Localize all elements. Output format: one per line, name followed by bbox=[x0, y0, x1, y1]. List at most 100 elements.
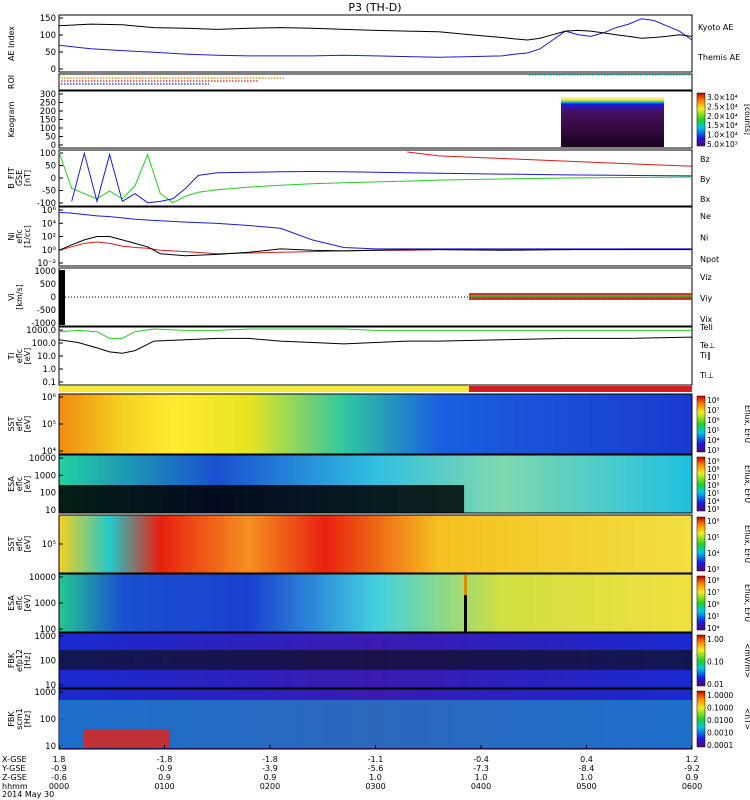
colorbar-tick-esa_e: 10³ bbox=[707, 505, 720, 514]
ytick-label-esa_i: 100 bbox=[40, 625, 56, 635]
colorbar-tick-sst_e: 10⁷ bbox=[707, 406, 720, 415]
colorbar-tick-esa_e: 10⁸ bbox=[707, 465, 720, 474]
xtick-label: -9.2 bbox=[684, 764, 700, 773]
ylabel-density: Ni bbox=[7, 232, 16, 240]
series-line-density-Ni bbox=[58, 236, 692, 257]
colorbar-esa_e bbox=[696, 456, 706, 512]
ylabel-sst_i: eflc bbox=[15, 537, 24, 551]
legend-temp-3: Ti⊥ bbox=[699, 371, 714, 380]
ylabel-density: eflc bbox=[15, 229, 24, 243]
colorbar-label-esa_e: Eflux, EFU bbox=[743, 465, 750, 503]
colorbar-tick-sst_i: 10⁶ bbox=[707, 517, 720, 526]
ytick-label-fbk_b: 1000 bbox=[34, 632, 56, 642]
keogram-image bbox=[561, 97, 664, 147]
ytick-label-keogram: 0 bbox=[51, 141, 56, 151]
ytick-label-esa_e: 10 bbox=[45, 506, 56, 516]
xtick-label: 0.9 bbox=[264, 773, 277, 782]
velocity-scatter-band bbox=[469, 295, 692, 297]
ylabel-velocity: Vi bbox=[7, 293, 16, 301]
colorbar-tick-esa_i: 10⁵ bbox=[707, 612, 720, 621]
ylabel-fbk_s: [Hz] bbox=[23, 711, 32, 727]
ytick-label-velocity: 500 bbox=[40, 280, 56, 290]
xtick-label: 1.8 bbox=[53, 755, 66, 764]
colorbar-sst_i bbox=[696, 516, 706, 572]
colorbar-tick-sst_e: 10⁴ bbox=[707, 436, 720, 445]
ytick-label-density: 10⁰ bbox=[42, 246, 57, 256]
xaxis-row-label: X-GSE bbox=[2, 755, 27, 764]
xtick-label: -5.6 bbox=[368, 764, 384, 773]
ytick-label-ae: 100 bbox=[40, 31, 56, 41]
ytick-label-temp: 10.0 bbox=[37, 352, 56, 362]
colorbar-tick-fbk_s: 0.1000 bbox=[707, 704, 733, 713]
ylabel-sst_e: eflc bbox=[15, 417, 24, 431]
colorbar-tick-esa_e: 10⁵ bbox=[707, 489, 720, 498]
ytick-label-esa_e: 100 bbox=[40, 489, 56, 499]
xtick-label: 0100 bbox=[154, 782, 174, 791]
ytick-label-bfield: -50 bbox=[42, 187, 56, 197]
colorbar-tick-fbk_s: 1.0000 bbox=[707, 691, 733, 700]
ylabel-roi: ROI bbox=[7, 75, 16, 89]
status-bar-red bbox=[469, 386, 692, 392]
colorbar-tick-esa_i: 10⁷ bbox=[707, 588, 720, 597]
ytick-label-bfield: 50 bbox=[45, 162, 56, 172]
ylabel-temp: [eV] bbox=[23, 348, 32, 365]
esa-i-gap-marker bbox=[464, 575, 467, 595]
spectrogram-sst_e bbox=[59, 394, 692, 454]
ylabel-esa_i: ESA bbox=[7, 595, 16, 611]
spectrogram-esa_i bbox=[59, 574, 692, 632]
ylabel-velocity: [km/s] bbox=[15, 284, 24, 310]
xaxis-row-label: Z-GSE bbox=[2, 773, 27, 782]
xtick-label: -0.9 bbox=[157, 764, 173, 773]
legend-temp-1: Te⊥ bbox=[699, 341, 715, 350]
colorbar-tick-keogram: 3.0×10⁴ bbox=[707, 93, 738, 102]
colorbar-tick-esa_i: 10⁸ bbox=[707, 576, 720, 585]
xtick-label: 0400 bbox=[471, 782, 491, 791]
ytick-label-esa_e: 1000 bbox=[34, 471, 56, 481]
xtick-label: 0.9 bbox=[158, 773, 171, 782]
ytick-label-fbk_s: 100 bbox=[40, 715, 56, 725]
colorbar-label-keogram: [counts] bbox=[743, 104, 750, 135]
series-line-bfield-Bz bbox=[407, 151, 693, 167]
ytick-label-fbk_s: 1000 bbox=[34, 688, 56, 698]
legend-velocity-Viz: Viz bbox=[700, 273, 712, 282]
ytick-label-sst_e: 10⁶ bbox=[42, 393, 57, 403]
fbk-s-red-band bbox=[84, 730, 169, 748]
ylabel-esa_i: [eV] bbox=[23, 595, 32, 612]
ylabel-density: [1/cc] bbox=[23, 225, 32, 248]
ytick-label-density: 10² bbox=[42, 233, 56, 243]
plot-title: P3 (TH-D) bbox=[348, 1, 401, 14]
ytick-label-bfield: -100 bbox=[37, 199, 56, 209]
colorbar-tick-esa_e: 10⁶ bbox=[707, 481, 720, 490]
esa-e-dark-region bbox=[59, 485, 465, 513]
colorbar-keogram bbox=[696, 92, 706, 147]
ytick-label-keogram: 200 bbox=[40, 107, 56, 117]
ytick-label-density: 10⁶ bbox=[42, 206, 57, 216]
xtick-label: -3.9 bbox=[262, 764, 278, 773]
colorbar-tick-sst_e: 10⁸ bbox=[707, 396, 720, 405]
xaxis-row-label: hhmm bbox=[2, 782, 28, 791]
ytick-label-sst_e: 10⁴ bbox=[42, 447, 57, 457]
ytick-label-density: 10⁴ bbox=[42, 219, 57, 229]
ylabel-fbk_s: scm1 bbox=[15, 708, 24, 729]
ylabel-sst_e: SST bbox=[7, 416, 16, 431]
colorbar-label-fbk_s: <nT> bbox=[743, 708, 750, 730]
legend-ae-KyotoAE: Kyoto AE bbox=[698, 23, 733, 32]
ylabel-ae: AE Index bbox=[7, 26, 16, 61]
ylabel-temp: eflc bbox=[15, 349, 24, 363]
ylabel-esa_e: eflc bbox=[15, 477, 24, 491]
xtick-label: -0.6 bbox=[51, 773, 67, 782]
colorbar-label-fbk_b: <mV/m> bbox=[743, 643, 750, 678]
ytick-label-temp: 0.1 bbox=[42, 378, 56, 388]
ytick-label-fbk_b: 100 bbox=[40, 657, 56, 667]
spectrogram-sst_i bbox=[59, 515, 692, 573]
colorbar-tick-sst_e: 10³ bbox=[707, 446, 720, 455]
colorbar-fbk_s bbox=[696, 690, 706, 748]
ytick-label-keogram: 50 bbox=[45, 133, 56, 143]
ylabel-bfield: [nT] bbox=[23, 170, 32, 186]
series-line-density-Ne bbox=[58, 241, 692, 255]
series-line-bfield-By bbox=[58, 151, 693, 204]
colorbar-tick-fbk_b: 1.00 bbox=[707, 635, 724, 644]
ytick-label-density: 10⁻² bbox=[37, 259, 56, 269]
colorbar-tick-keogram: 2.0×10⁴ bbox=[707, 112, 738, 121]
